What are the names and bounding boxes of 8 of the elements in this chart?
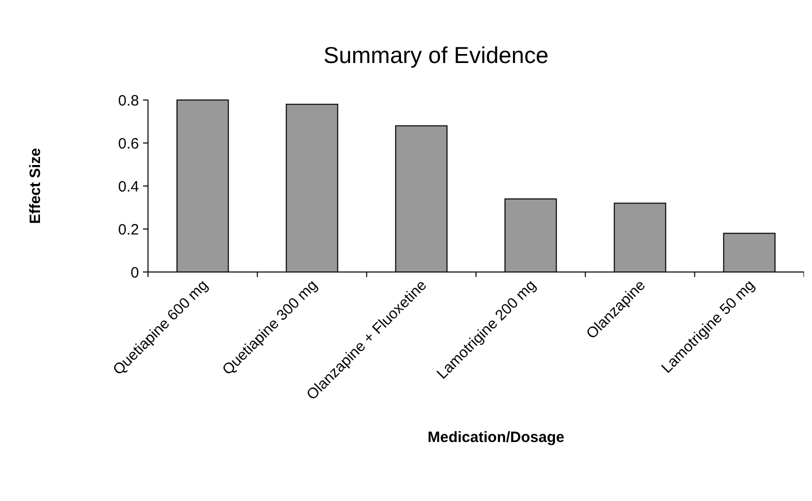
y-tick-label: 0 xyxy=(130,264,139,282)
y-tick-label: 0.8 xyxy=(118,92,139,110)
y-tick-label: 0.2 xyxy=(118,221,139,238)
y-tick-label: 0.6 xyxy=(118,135,139,152)
y-axis-title: Effect Size xyxy=(27,148,44,224)
chart-title: Summary of Evidence xyxy=(324,42,548,68)
y-tick-label: 0.4 xyxy=(118,178,139,196)
x-axis-title: Medication/Dosage xyxy=(428,429,564,446)
